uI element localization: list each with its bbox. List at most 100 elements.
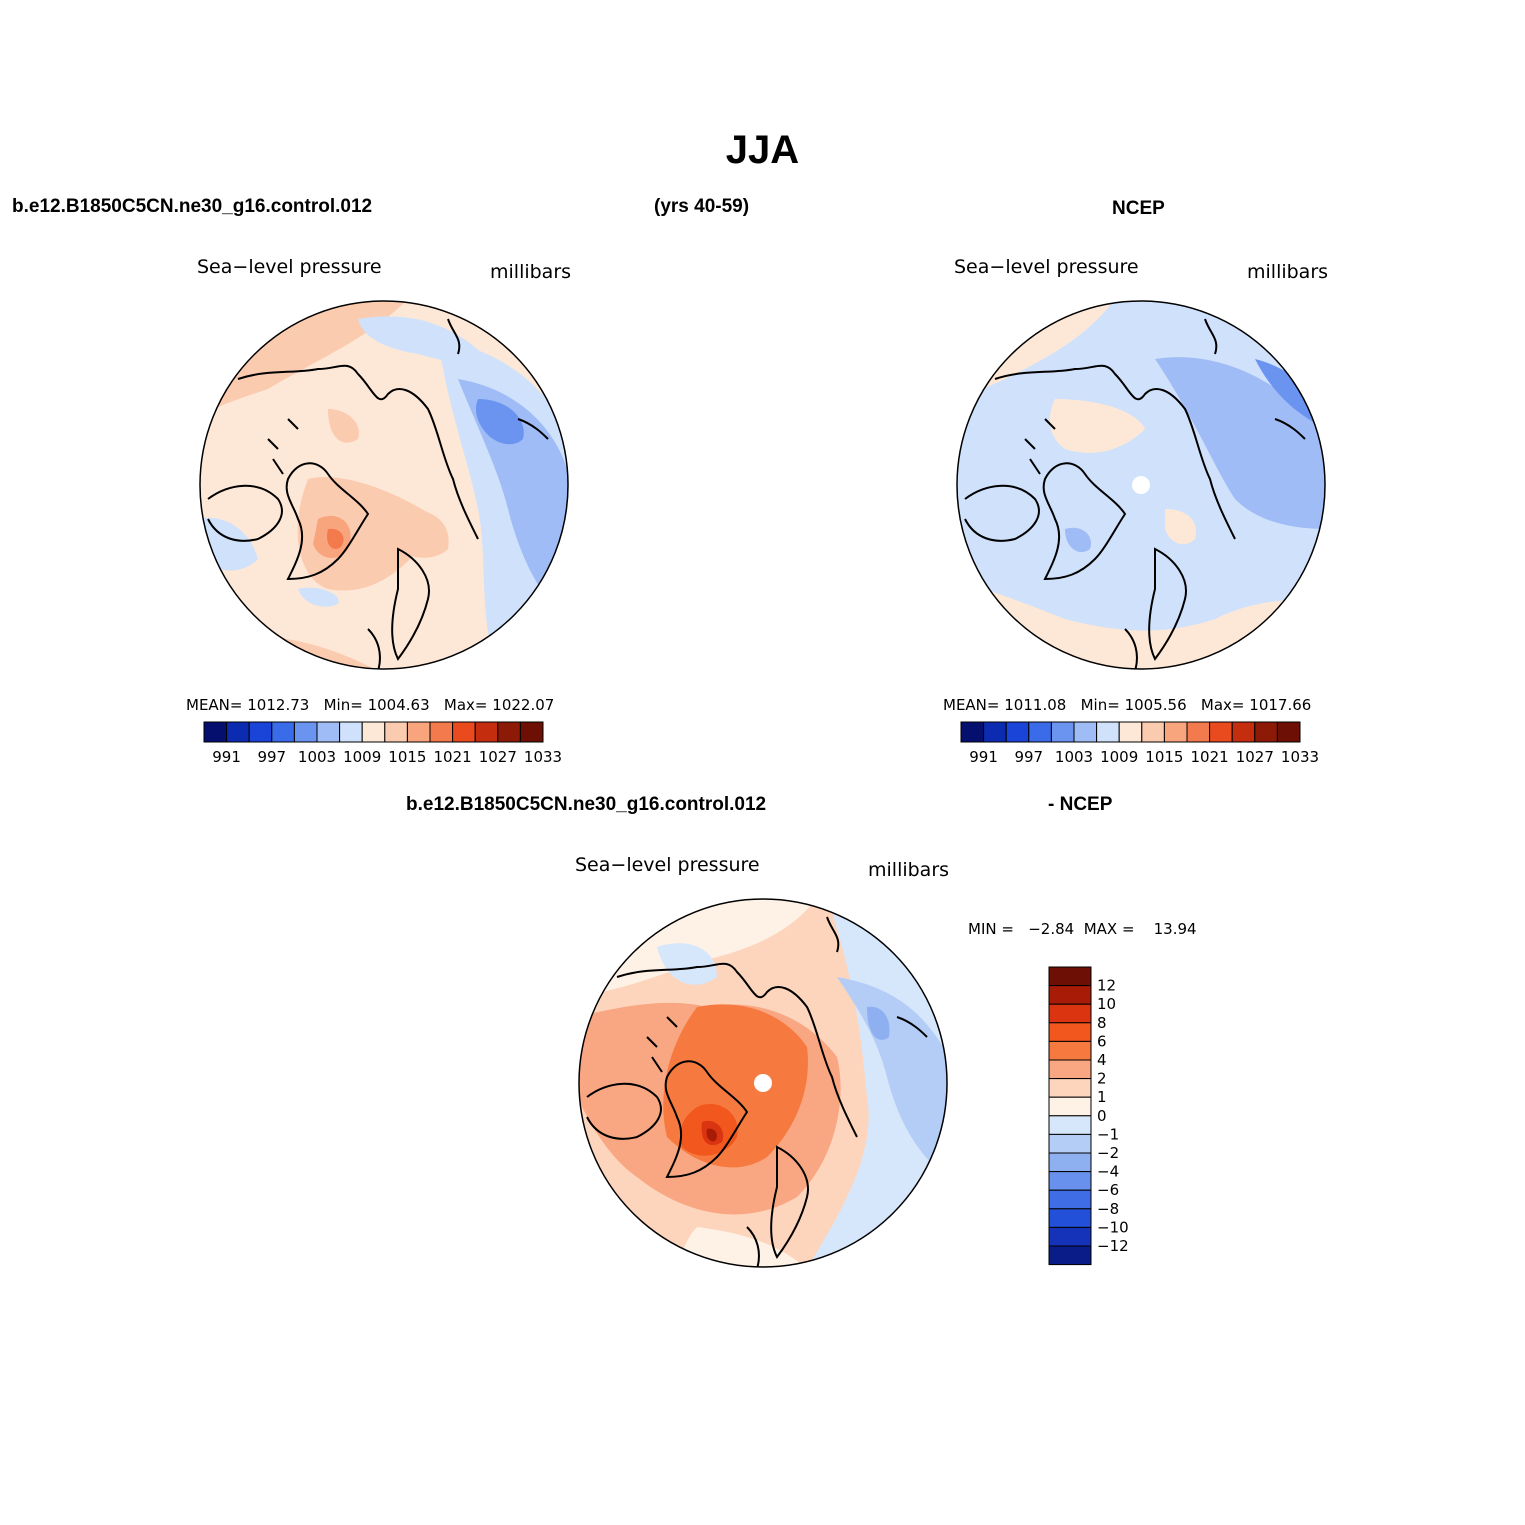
obs-fill-1015-se xyxy=(1165,509,1196,545)
model-colorbar-swatch xyxy=(497,721,521,743)
obs-colorbar-swatch xyxy=(1118,721,1143,743)
diff-colorbar-swatch xyxy=(1048,1152,1092,1173)
model-coast-alaska xyxy=(447,318,461,355)
model-units-label: millibars xyxy=(490,261,572,283)
obs-fill-1006-e xyxy=(1155,357,1325,529)
obs-colorbar: 991 997 1003 1009 1015 1021 1027 1033 xyxy=(960,721,1319,766)
model-colorbar-swatch xyxy=(293,721,318,743)
obs-stats: MEAN= 1011.08 Min= 1005.56 Max= 1017.66 xyxy=(943,696,1312,714)
obs-fill-1015-center xyxy=(1049,399,1145,453)
obs-fill-1021-nw xyxy=(957,329,995,354)
diff-colorbar-tick-label: 12 xyxy=(1097,977,1116,995)
diff-colorbar-tick-label: −12 xyxy=(1097,1237,1129,1255)
obs-units-label: millibars xyxy=(1247,261,1329,283)
diff-polar-map xyxy=(578,898,948,1268)
diff-colorbar-swatch xyxy=(1048,1171,1092,1191)
diff-colorbar-tick-label: 2 xyxy=(1097,1070,1107,1088)
model-coast-britain xyxy=(367,628,381,669)
model-case-header: b.e12.B1850C5CN.ne30_g16.control.012 xyxy=(12,196,373,217)
obs-pole-mask xyxy=(1132,476,1150,494)
obs-colorbar-swatch xyxy=(1186,721,1211,743)
obs-colorbar-swatch xyxy=(1254,721,1278,743)
model-colorbar-swatch xyxy=(474,721,499,743)
diff-colorbar-swatch xyxy=(1048,1003,1092,1024)
obs-colorbar-swatch xyxy=(1073,721,1098,743)
model-colorbar-swatch xyxy=(339,721,363,743)
model-colorbar-swatch xyxy=(429,721,454,743)
model-polar-map xyxy=(199,300,569,670)
model-colorbar-tick-label: 1015 xyxy=(388,748,426,766)
obs-colorbar-swatch xyxy=(1141,721,1165,743)
diff-coast-alaska xyxy=(826,916,840,953)
diff-colorbar-swatch xyxy=(1048,966,1092,987)
obs-map-boundary xyxy=(956,300,1326,670)
model-colorbar-swatch xyxy=(226,721,250,743)
model-colorbar-tick-label: 997 xyxy=(257,748,286,766)
model-coast-scandinavia xyxy=(391,547,430,661)
model-coast-islands xyxy=(267,418,299,475)
diff-pole-mask xyxy=(754,1074,772,1092)
model-colorbar: 991 997 1003 1009 1015 1021 1027 1033 xyxy=(203,721,562,766)
model-colorbar-tick-label: 1021 xyxy=(434,748,472,766)
obs-fill-1006-greenland xyxy=(1065,527,1091,553)
obs-colorbar-tick-label: 997 xyxy=(1014,748,1043,766)
obs-colorbar-tick-label: 1033 xyxy=(1281,748,1319,766)
model-fill-1024-greenland xyxy=(327,528,344,549)
obs-colorbar-swatch xyxy=(1028,721,1052,743)
diff-colorbar-swatch xyxy=(1048,985,1092,1005)
model-stats: MEAN= 1012.73 Min= 1004.63 Max= 1022.07 xyxy=(186,696,555,714)
model-coast-canada xyxy=(207,484,283,542)
diff-colorbar-tick-label: −2 xyxy=(1097,1144,1119,1162)
diff-coast-eurasia-n xyxy=(616,962,858,1138)
obs-header: NCEP xyxy=(1112,198,1165,219)
model-coast-greenland xyxy=(285,462,370,581)
diff-fill-neg4-e xyxy=(867,1006,890,1040)
model-fill-1018-n xyxy=(328,409,359,443)
diff-colorbar-tick-label: −4 xyxy=(1097,1163,1119,1181)
diff-colorbar-swatch xyxy=(1048,1096,1092,1117)
model-colorbar-swatch xyxy=(519,721,544,743)
diff-colorbar-tick-label: −10 xyxy=(1097,1218,1129,1236)
model-colorbar-swatch xyxy=(452,721,476,743)
diff-colorbar-tick-label: −8 xyxy=(1097,1200,1119,1218)
diff-colorbar-tick-label: 8 xyxy=(1097,1014,1107,1032)
diff-header-model: b.e12.B1850C5CN.ne30_g16.control.012 xyxy=(406,794,767,815)
model-colorbar-swatch xyxy=(248,721,273,743)
obs-coast-britain xyxy=(1124,628,1138,669)
model-variable-label: Sea−level pressure xyxy=(197,256,382,278)
obs-colorbar-swatch xyxy=(960,721,985,743)
model-colorbar-tick-label: 1003 xyxy=(298,748,336,766)
diff-colorbar-swatch xyxy=(1048,1189,1092,1210)
model-fill-1018-greenland xyxy=(297,477,438,591)
model-coast-kamchatka xyxy=(517,418,549,440)
diff-coast-greenland xyxy=(664,1060,749,1179)
diff-fill-neg1-n xyxy=(657,943,717,985)
obs-coast-greenland xyxy=(1042,462,1127,581)
diff-colorbar-tick-label: 0 xyxy=(1097,1107,1107,1125)
diff-fill-neg2-e xyxy=(837,977,947,1177)
diff-colorbar-swatch xyxy=(1048,1040,1092,1061)
diff-coast-canada xyxy=(586,1082,662,1140)
obs-colorbar-tick-label: 1009 xyxy=(1100,748,1138,766)
diff-colorbar-tick-label: 1 xyxy=(1097,1088,1107,1106)
obs-colorbar-tick-label: 1021 xyxy=(1191,748,1229,766)
diff-colorbar-swatch xyxy=(1048,1022,1092,1042)
obs-coast-scandinavia xyxy=(1148,547,1187,661)
years-header: (yrs 40-59) xyxy=(654,196,750,217)
diff-header-obs: - NCEP xyxy=(1048,794,1113,815)
page-title: JJA xyxy=(725,128,800,172)
model-colorbar-swatch xyxy=(316,721,341,743)
diff-colorbar-tick-label: 4 xyxy=(1097,1051,1107,1069)
diff-colorbar-tick-label: 10 xyxy=(1097,995,1116,1013)
diff-colorbar-swatch xyxy=(1048,1133,1092,1154)
obs-variable-label: Sea−level pressure xyxy=(954,256,1139,278)
model-fill-1018-se xyxy=(388,508,449,558)
model-coast-eurasia-n xyxy=(237,364,479,540)
obs-colorbar-swatch xyxy=(1050,721,1075,743)
obs-coast-kamchatka xyxy=(1274,418,1306,440)
obs-colorbar-tick-label: 1003 xyxy=(1055,748,1093,766)
model-colorbar-tick-label: 1033 xyxy=(524,748,562,766)
obs-colorbar-tick-label: 991 xyxy=(969,748,998,766)
diff-colorbar-swatch xyxy=(1048,1208,1092,1228)
